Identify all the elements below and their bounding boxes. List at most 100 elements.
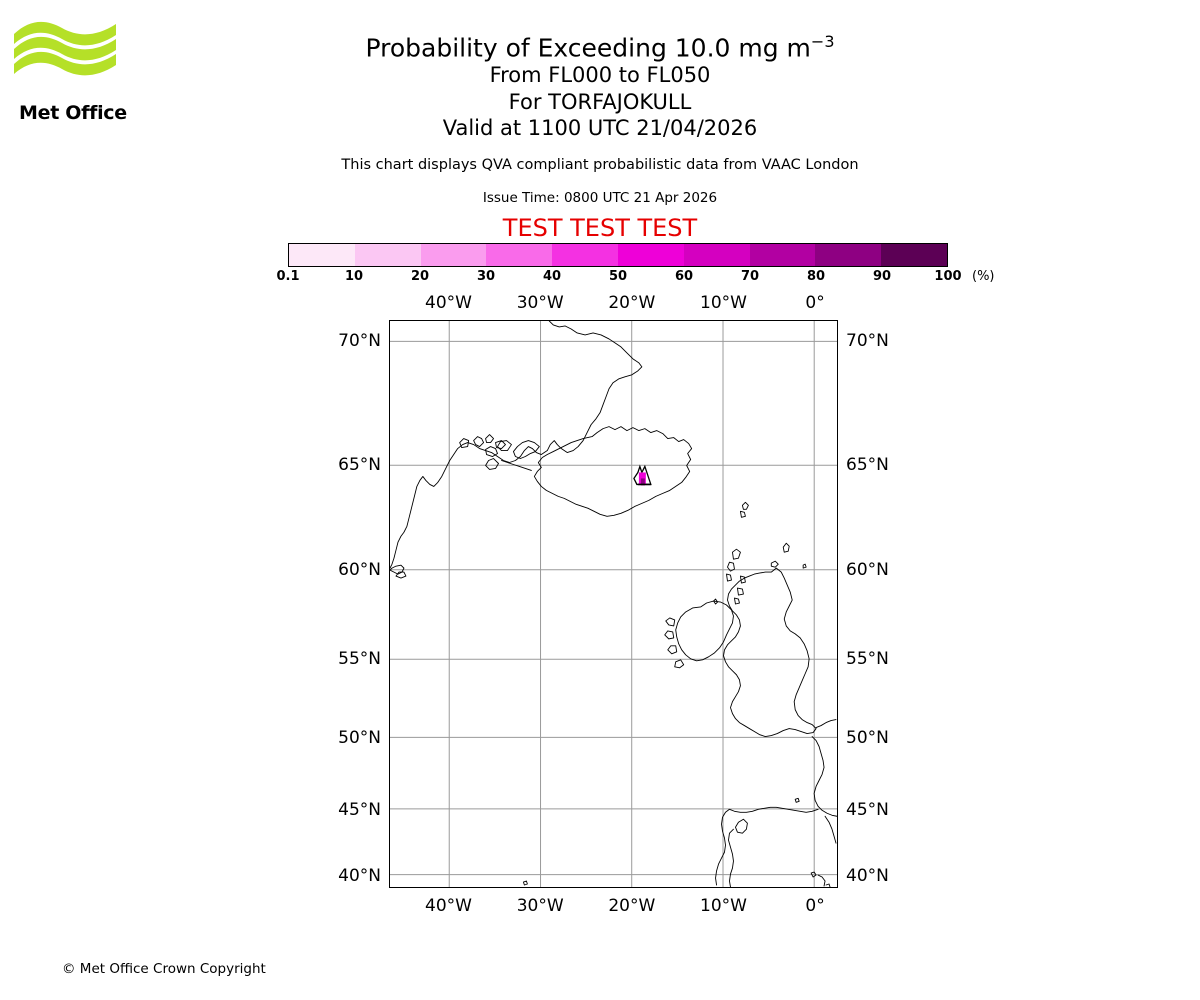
- lon-label-bottom-2: 20°W: [608, 896, 656, 916]
- colorbar-tick-100: 100: [934, 269, 962, 284]
- iberia-north-and-west-coast: [715, 806, 819, 886]
- greenland-islet-a: [395, 571, 407, 579]
- lat-label-right-0: 70°N: [846, 330, 889, 351]
- colorbar-tick-90: 90: [872, 269, 892, 284]
- lat-label-left-3: 55°N: [338, 649, 381, 670]
- colorbar-tick-labels: 0.1 10 20 30 40 50 60 70 80 90 100: [276, 269, 961, 287]
- balearic-approach: [817, 874, 826, 887]
- chart-title-text: Probability of Exceeding 10.0 mg m: [365, 33, 811, 63]
- lat-label-right-1: 65°N: [846, 454, 889, 475]
- greenland-fjord-2: [485, 434, 494, 444]
- great-britain-coastline: [723, 567, 817, 737]
- map-gridlines: [390, 321, 837, 887]
- iceland-westfjords-north: [497, 440, 512, 451]
- lon-label-bottom-4: 0°: [805, 896, 825, 916]
- lon-label-bottom-3: 10°W: [700, 896, 747, 916]
- colorbar-units-label: (%): [972, 269, 995, 284]
- mediterranean-coast: [824, 815, 837, 844]
- copyright-notice: © Met Office Crown Copyright: [62, 961, 266, 977]
- isle-of-skye: [739, 575, 746, 584]
- ireland-coastline: [675, 600, 734, 662]
- lat-label-right-2: 60°N: [846, 559, 889, 580]
- colorbar-tick-50: 50: [608, 269, 628, 284]
- ireland-west-cape-c: [667, 645, 678, 655]
- colorbar-tick-70: 70: [740, 269, 760, 284]
- colorbar-tick-80: 80: [806, 269, 826, 284]
- chart-title-exponent: −3: [810, 32, 835, 51]
- greenland-fjord-3: [495, 440, 506, 449]
- colorbar-gradient: [288, 243, 948, 267]
- lat-label-left-0: 70°N: [338, 330, 381, 351]
- colorbar-segment-7: [749, 244, 816, 266]
- lat-label-right-6: 40°N: [846, 865, 889, 886]
- colorbar-segment-6: [683, 244, 750, 266]
- faroe-island-north: [741, 501, 749, 510]
- colorbar-segment-0: [289, 244, 355, 266]
- lat-label-right-4: 50°N: [846, 727, 889, 748]
- colorbar-tick-30: 30: [476, 269, 496, 284]
- colorbar-tick-0.1: 0.1: [276, 269, 300, 284]
- faroe-island-south: [739, 510, 746, 518]
- outer-hebrides-mid: [727, 561, 735, 572]
- greenland-coastline: [390, 321, 643, 569]
- ireland-west-cape-a: [665, 617, 676, 627]
- lat-label-right-5: 45°N: [846, 799, 889, 820]
- valid-time-line: Valid at 1100 UTC 21/04/2026: [442, 116, 758, 140]
- lon-label-bottom-0: 40°W: [425, 896, 472, 916]
- met-office-logo: Met Office: [10, 18, 127, 124]
- qva-compliance-note: This chart displays QVA compliant probab…: [341, 157, 859, 173]
- azores-islet: [522, 880, 528, 886]
- iceland-breidafjordur: [501, 460, 532, 471]
- lon-label-bottom-1: 30°W: [516, 896, 564, 916]
- greenland-south-tip: [390, 564, 405, 575]
- met-office-logo-text: Met Office: [19, 102, 127, 124]
- colorbar-segment-4: [552, 244, 618, 266]
- met-office-waves-icon: [14, 21, 116, 76]
- issue-time-label: Issue Time: 0800 UTC 21 Apr 2026: [482, 190, 718, 206]
- lon-label-top-3: 10°W: [700, 293, 747, 313]
- iceland-coastline: [533, 426, 693, 517]
- lat-label-left-2: 60°N: [338, 559, 381, 580]
- isle-of-mull: [736, 587, 744, 596]
- colorbar-tick-40: 40: [542, 269, 562, 284]
- colorbar-segment-8: [815, 244, 882, 266]
- colorbar-tick-20: 20: [410, 269, 430, 284]
- colorbar-segment-3: [486, 244, 553, 266]
- ireland-west-cape-b: [664, 630, 675, 640]
- shetland-islands: [782, 542, 790, 553]
- orkney-islands: [770, 560, 779, 568]
- outer-hebrides-south: [726, 573, 732, 582]
- portugal-border: [728, 828, 734, 887]
- netherlands-coast: [815, 719, 837, 729]
- iceland-westfjords-west: [485, 446, 498, 457]
- lat-label-left-5: 45°N: [338, 799, 381, 820]
- isle-of-man: [713, 598, 718, 605]
- channel-islet: [794, 797, 800, 803]
- greenland-fjord-1: [473, 436, 485, 448]
- colorbar-segment-2: [420, 244, 487, 266]
- probability-colorbar: [288, 243, 948, 267]
- colorbar-tick-10: 10: [344, 269, 364, 284]
- lon-label-top-2: 20°W: [608, 293, 656, 313]
- colorbar-segment-1: [354, 244, 421, 266]
- chart-title: Probability of Exceeding 10.0 mg m−3: [0, 26, 1200, 64]
- ireland-southwest-cape: [674, 659, 685, 669]
- isle-of-islay: [734, 597, 740, 605]
- lat-label-left-1: 65°N: [338, 454, 381, 475]
- ash-plume-marker: [633, 464, 652, 486]
- south-france-islet: [825, 883, 831, 887]
- test-banner: TEST TEST TEST: [502, 214, 698, 242]
- map-plot-area[interactable]: [389, 320, 838, 888]
- map-canvas: [390, 321, 837, 887]
- colorbar-segment-5: [617, 244, 684, 266]
- colorbar-segment-9: [881, 244, 947, 266]
- france-atlantic-coast: [811, 736, 837, 817]
- lon-label-top-0: 40°W: [425, 293, 472, 313]
- outer-hebrides-north: [732, 548, 741, 560]
- lat-label-left-6: 40°N: [338, 865, 381, 886]
- balearic-island: [810, 871, 817, 878]
- lon-label-top-4: 0°: [805, 293, 825, 313]
- greenland-fjord-4: [459, 438, 470, 449]
- iceland-westfjords: [512, 440, 540, 459]
- shetland-outlier: [802, 563, 807, 569]
